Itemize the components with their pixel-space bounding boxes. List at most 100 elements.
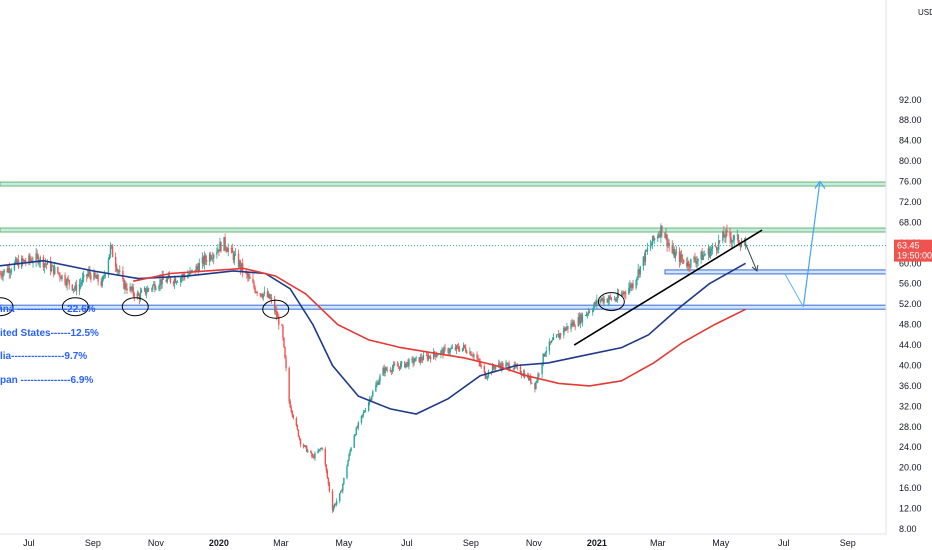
candle-body: [615, 300, 618, 301]
candle-body: [347, 460, 349, 467]
candle-body: [73, 288, 76, 290]
candle-body: [696, 260, 698, 264]
candle-body: [103, 275, 105, 277]
candle-body: [465, 347, 467, 352]
candle-body: [87, 274, 89, 277]
candle-body: [600, 299, 602, 302]
candle-body: [132, 286, 134, 294]
time-axis-bg[interactable]: [0, 535, 932, 550]
candle-body: [123, 279, 125, 289]
candle-body: [46, 260, 49, 265]
candle-body: [472, 355, 474, 357]
candle-body: [573, 321, 575, 327]
candle-body: [159, 279, 161, 287]
candle-body: [137, 293, 140, 296]
candle-body: [64, 275, 66, 284]
x-tick-label: Nov: [526, 538, 543, 548]
candle-body: [483, 366, 486, 372]
candle-body: [139, 292, 142, 300]
candle-body: [722, 231, 724, 241]
candle-body: [588, 311, 591, 313]
candle-body: [642, 256, 645, 267]
candle-body: [328, 483, 331, 492]
candle-body: [126, 288, 128, 291]
candle-body: [310, 450, 312, 453]
y-tick-label: 52.00: [899, 299, 922, 309]
candle-body: [175, 281, 178, 283]
candle-body: [613, 298, 616, 300]
candle-body: [353, 435, 355, 448]
candle-body: [484, 371, 487, 379]
candle-body: [543, 353, 545, 357]
candle-body: [478, 358, 480, 363]
candle-body: [35, 253, 37, 262]
candle-body: [241, 263, 244, 272]
candle-body: [689, 266, 691, 268]
price-axis-bg[interactable]: [887, 0, 932, 534]
candle-body: [379, 375, 381, 381]
candle-body: [565, 328, 567, 331]
candle-body: [542, 353, 544, 364]
candle-body: [519, 366, 522, 374]
candle-body: [94, 272, 96, 277]
candle-body: [173, 278, 176, 284]
candle-body: [140, 290, 143, 293]
candle-body: [667, 243, 669, 246]
candle-body: [413, 361, 415, 364]
candle-body: [161, 275, 163, 285]
candle-body: [697, 258, 699, 261]
candle-body: [658, 234, 660, 237]
candle-body: [411, 358, 413, 360]
support-touch-circle: [0, 297, 14, 317]
candle-body: [10, 270, 13, 272]
candle-body: [601, 297, 603, 300]
x-tick-label: Nov: [148, 538, 165, 548]
candle-body: [630, 284, 632, 288]
candle-body: [281, 324, 283, 326]
candle-body: [370, 398, 372, 400]
candle-body: [649, 244, 652, 249]
candle-body: [285, 358, 287, 369]
candle-body: [739, 244, 742, 247]
candle-body: [39, 257, 41, 263]
candle-body: [335, 501, 338, 505]
candle-body: [203, 255, 206, 265]
candle-body: [643, 256, 646, 262]
candle-body: [448, 351, 450, 353]
candle-body: [384, 367, 386, 374]
candle-body: [100, 281, 102, 286]
candle-body: [96, 275, 98, 279]
candle-body: [130, 286, 132, 290]
candle-body: [702, 255, 704, 260]
candle-body: [538, 374, 540, 376]
candle-body: [469, 351, 471, 354]
candle-body: [635, 280, 637, 288]
candle-body: [679, 254, 682, 262]
candle-body: [506, 363, 508, 365]
candle-body: [441, 349, 443, 352]
candlesticks: [0, 223, 747, 514]
price-zones: [0, 181, 887, 310]
last-price-badge-bg: [894, 239, 932, 262]
candle-body: [723, 231, 725, 238]
candle-body: [377, 382, 379, 385]
candle-body: [180, 277, 182, 282]
candle-body: [362, 412, 365, 415]
candle-body: [107, 259, 110, 275]
candle-body: [435, 354, 437, 357]
candle-body: [608, 296, 610, 300]
candle-body: [528, 375, 530, 380]
candle-body: [552, 337, 555, 341]
candle-body: [548, 341, 551, 351]
candle-body: [201, 257, 204, 264]
candle-body: [593, 305, 595, 311]
candle-body: [442, 349, 444, 355]
candle-body: [690, 258, 692, 268]
candle-body: [599, 299, 601, 302]
candle-body: [558, 333, 561, 338]
candle-body: [710, 248, 713, 251]
candle-body: [325, 464, 328, 471]
candle-body: [651, 235, 654, 244]
candle-body: [571, 323, 573, 326]
